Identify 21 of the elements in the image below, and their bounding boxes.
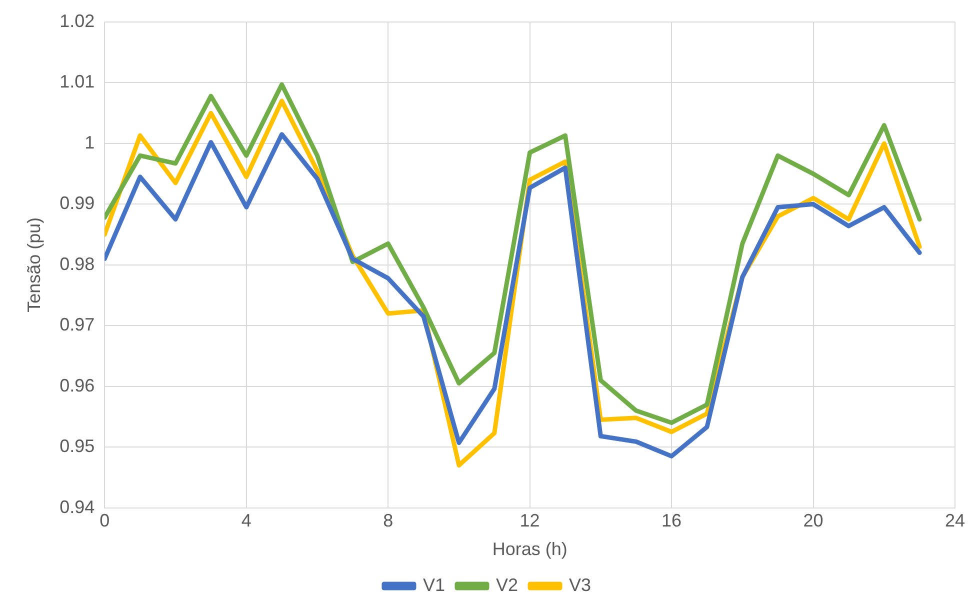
y-tick-label: 0.98 (60, 254, 95, 274)
x-tick-label: 8 (383, 510, 394, 531)
x-tick-label: 24 (944, 510, 966, 531)
y-tick-label: 1.02 (60, 10, 95, 31)
y-tick-label: 0.94 (60, 496, 95, 517)
y-tick-label: 1.01 (60, 72, 95, 92)
x-tick-label: 16 (662, 510, 682, 531)
legend-label: V3 (569, 574, 592, 595)
legend-label: V2 (496, 574, 518, 595)
x-tick-label: 20 (803, 510, 824, 531)
y-tick-label: 0.96 (60, 375, 95, 396)
y-tick-label: 0.97 (60, 314, 95, 335)
x-tick-label: 12 (520, 510, 540, 531)
x-tick-label: 0 (100, 510, 110, 531)
y-tick-label: 1 (84, 132, 95, 152)
y-axis-title: Tensão (pu) (24, 217, 44, 312)
y-tick-label: 0.99 (60, 193, 95, 214)
y-tick-label: 0.95 (60, 436, 95, 456)
x-tick-label: 4 (241, 510, 252, 531)
legend-label: V1 (422, 574, 446, 595)
x-axis-title: Horas (h) (492, 539, 568, 560)
